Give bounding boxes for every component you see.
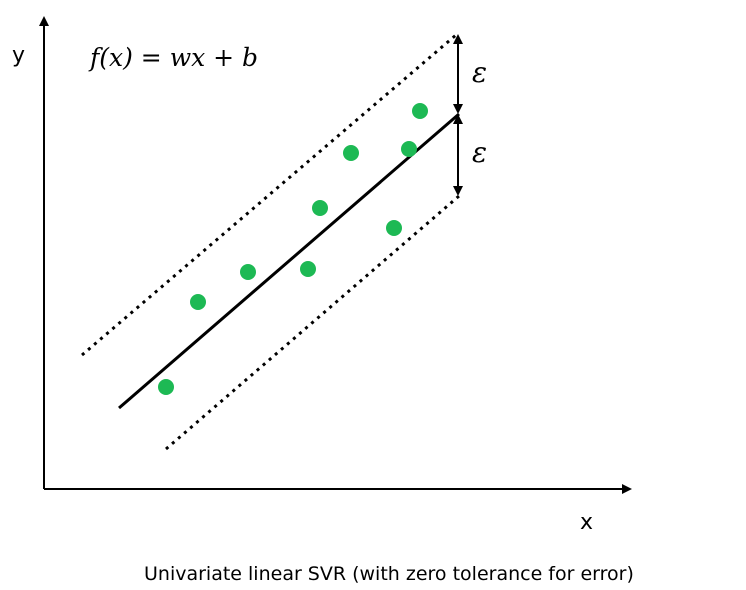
- data-point: [300, 261, 316, 277]
- data-points: [158, 103, 428, 395]
- data-point: [158, 379, 174, 395]
- upper-margin-line: [81, 33, 457, 357]
- data-point: [401, 141, 417, 157]
- data-point: [412, 103, 428, 119]
- epsilon-upper-label: ε: [472, 56, 487, 89]
- regression-formula: f(x) = wx + b: [88, 43, 258, 72]
- y-axis-label: y: [12, 43, 25, 68]
- data-point: [240, 264, 256, 280]
- regression-line: [118, 112, 460, 410]
- lower-margin-line: [165, 194, 460, 451]
- data-point: [386, 220, 402, 236]
- diagram-caption: Univariate linear SVR (with zero toleran…: [144, 563, 634, 585]
- epsilon-lower-label: ε: [472, 136, 487, 169]
- data-point: [190, 294, 206, 310]
- data-point: [312, 200, 328, 216]
- x-axis-label: x: [580, 510, 593, 535]
- data-point: [343, 145, 359, 161]
